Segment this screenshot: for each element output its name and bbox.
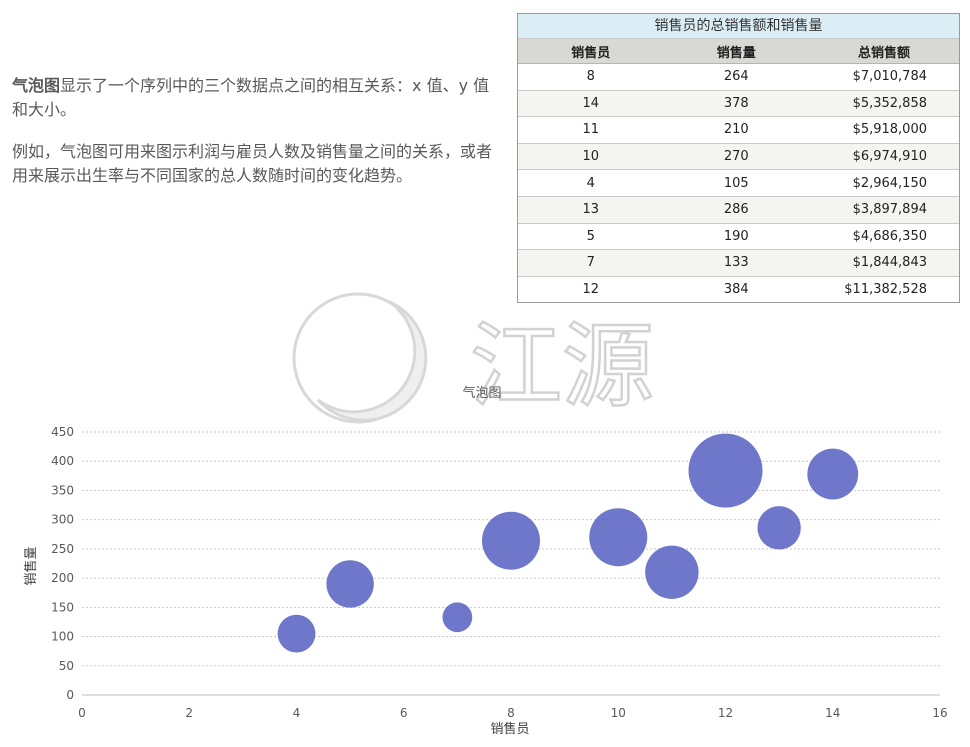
watermark-crescent-icon [316,300,428,422]
cell-volume: 105 [663,169,810,197]
bubble-point [442,602,473,633]
y-tick-label: 350 [51,483,74,497]
cell-salesperson: 7 [518,249,664,277]
sales-table: 销售员的总销售额和销售量 销售员 销售量 总销售额 8 264 $7,010,784… [517,13,960,304]
cell-total-sales: $3,897,894 [809,196,959,224]
table-header-row: 销售员 销售量 总销售额 [518,39,959,64]
cell-volume: 384 [723,282,749,298]
table-row: 13 286 $3,897,894 [518,196,959,224]
x-axis-label: 销售员 [490,721,529,737]
cell-volume: 264 [663,63,810,91]
table-row: 4 105 $2,964,150 [518,169,959,197]
sales-data-table: 销售员 销售量 总销售额 8 264 $7,010,784 14 378 $5,352,… [518,39,959,302]
bubble-series [277,433,859,653]
intro-paragraph-2: 例如，气泡图可用来图示利润与雇员人数及销售量之间的关系，或者用来展示出生率与不同… [12,142,493,185]
y-tick-label: 400 [51,454,74,468]
x-tick-label: 8 [507,706,515,720]
cell-total-sales: $11,382,528 [844,282,927,298]
y-axis-label: 销售量 [23,546,39,585]
cell-total-sales: $1,844,843 [809,249,959,277]
table-title: 销售员的总销售额和销售量 [518,14,959,39]
bubble-point [326,560,374,608]
cell-total-sales: $5,352,858 [809,90,959,118]
x-tick-label: 14 [825,706,840,720]
bubble-point [482,511,540,570]
cell-volume: 190 [663,223,810,251]
chart-title: 气泡图 [462,385,501,401]
intro-paragraph-1: 气泡图显示了一个序列中的三个数据点之间的相互关系：x 值、y 值和大小。 [12,74,500,122]
cell-volume: 133 [663,249,810,277]
bubble-point [277,614,316,653]
cell-total-sales: $2,964,150 [809,169,959,197]
cell-salesperson: 5 [518,223,664,251]
cell-volume: 286 [663,196,810,224]
table-row: 7 133 $1,844,843 [518,249,959,277]
cell-salesperson: 4 [518,169,664,197]
cell-total-sales: $7,010,784 [809,63,959,91]
cell-salesperson: 14 [518,90,664,118]
header-salesperson: 销售员 [518,39,664,64]
cell-volume: 378 [663,90,810,118]
y-tick-label: 150 [51,600,74,614]
x-tick-label: 16 [932,706,947,720]
header-total-sales: 总销售额 [809,39,959,64]
table-row: 12 384 $11,382,528 [518,276,959,302]
x-tick-label: 4 [293,706,301,720]
x-tick-label: 0 [78,706,86,720]
intro-lead: 气泡图 [12,76,61,95]
x-tick-label: 12 [718,706,733,720]
cell-salesperson: 11 [518,116,664,144]
watermark-text: 江源 [470,313,654,420]
cell-volume: 210 [663,116,810,144]
table-row: 10 270 $6,974,910 [518,143,959,171]
table-row: 14 378 $5,352,858 [518,90,959,118]
x-tick-label: 10 [611,706,626,720]
cell-salesperson: 13 [518,196,664,224]
header-volume: 销售量 [663,39,810,64]
cell-salesperson: 12 [582,282,600,298]
x-tick-label: 2 [185,706,193,720]
cell-volume: 270 [663,143,810,171]
y-tick-label: 300 [51,513,74,527]
y-tick-label: 200 [51,571,74,585]
bubble-point [757,506,801,550]
bubble-point [807,448,859,500]
bubble-chart: 气泡图 0 50 100 150 200 250 300 350 400 450 0 2 4 6 8 10 1… [23,385,948,737]
y-tick-label: 250 [51,542,74,556]
y-tick-label: 450 [51,425,74,439]
cell-total-sales: $5,918,000 [809,116,959,144]
table-row: 8 264 $7,010,784 [518,63,959,91]
intro-p1-text: 显示了一个序列中的三个数据点之间的相互关系：x 值、y 值和大小。 [12,76,490,119]
y-tick-label: 100 [51,630,74,644]
y-tick-label: 0 [66,688,74,702]
bubble-point [589,508,648,567]
cell-total-sales: $6,974,910 [809,143,959,171]
cell-salesperson: 8 [518,63,664,91]
bubble-point [688,433,763,508]
table-row: 5 190 $4,686,350 [518,223,959,251]
table-row: 11 210 $5,918,000 [518,116,959,144]
x-axis-ticks: 0 2 4 6 8 10 12 14 16 [78,706,947,720]
x-tick-label: 6 [400,706,408,720]
cell-total-sales: $4,686,350 [809,223,959,251]
y-tick-label: 50 [59,659,74,673]
cell-salesperson: 10 [518,143,664,171]
bubble-point [645,545,699,599]
watermark-logo: 江源 [292,292,655,424]
y-axis-ticks: 0 50 100 150 200 250 300 350 400 450 [51,425,74,702]
intro-text: 气泡图显示了一个序列中的三个数据点之间的相互关系：x 值、y 值和大小。 例如，… [12,74,500,206]
